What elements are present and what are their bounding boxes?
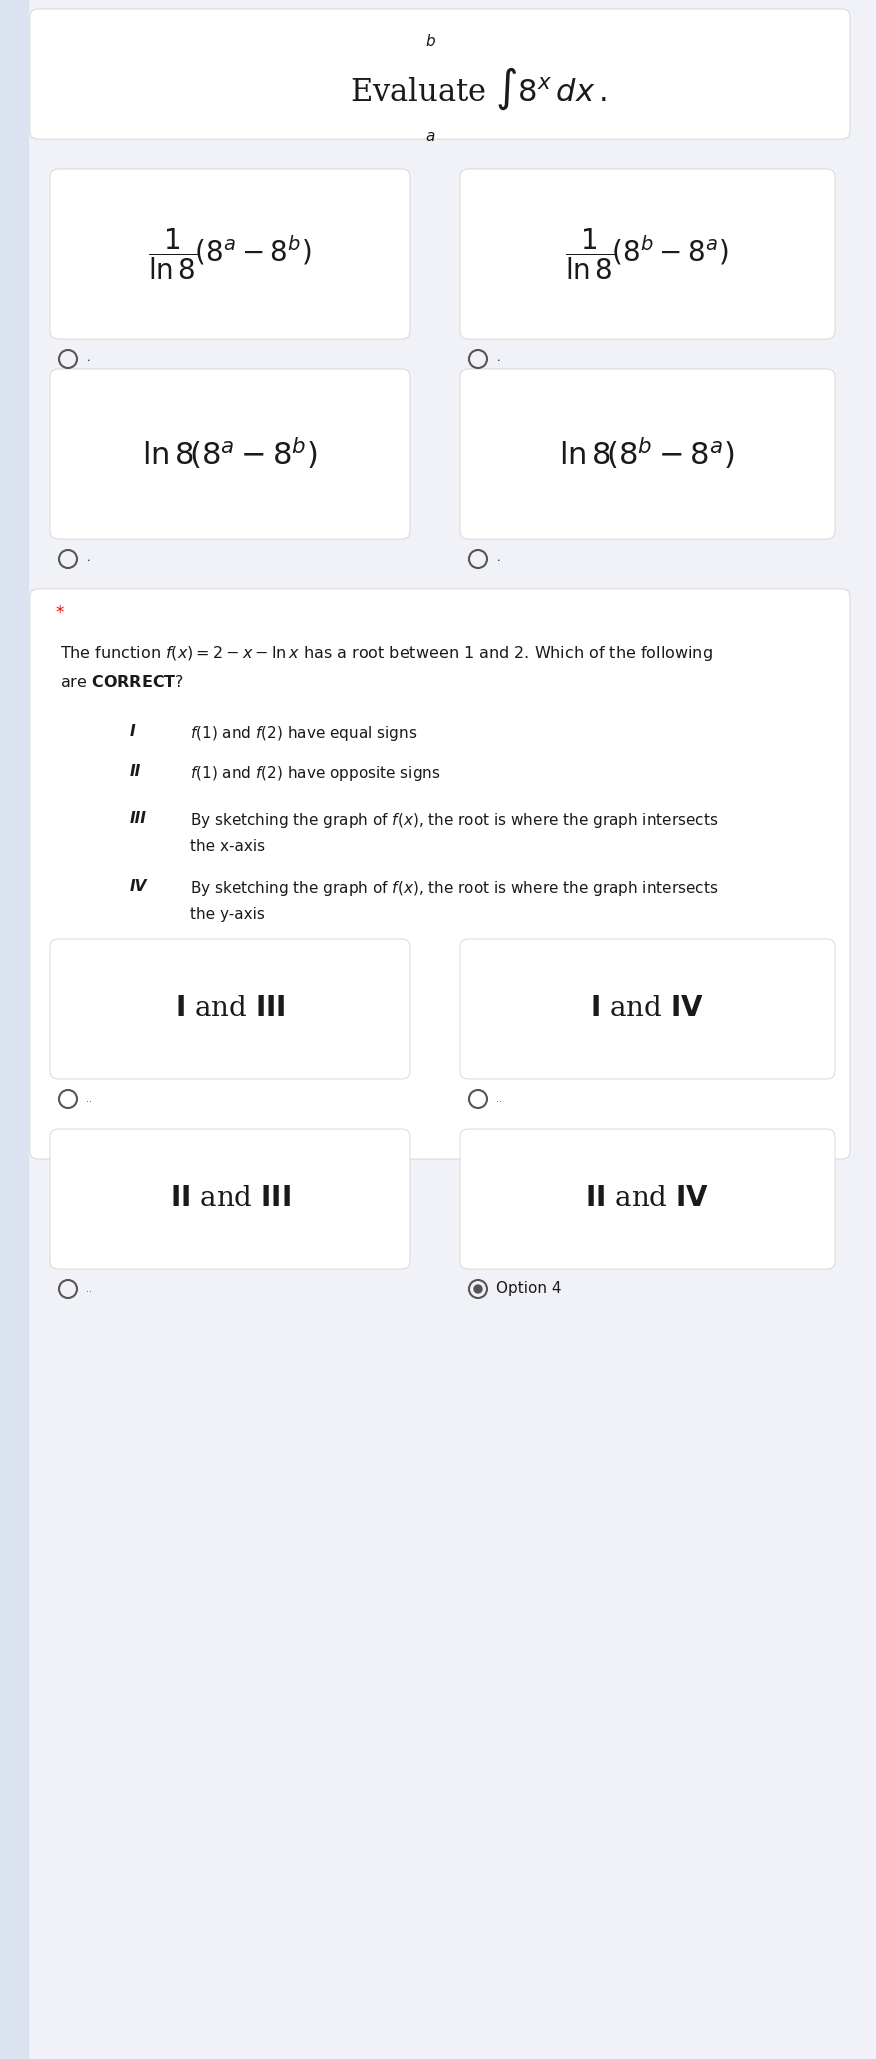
Text: $\cdot$: $\cdot$ [86, 354, 90, 364]
Text: $b$: $b$ [425, 33, 435, 49]
Text: ..: .. [86, 1093, 92, 1104]
Text: $\ln 8\!\left(8^{b}-8^{a}\right)$: $\ln 8\!\left(8^{b}-8^{a}\right)$ [559, 437, 735, 472]
Text: the x-axis: the x-axis [190, 838, 265, 854]
FancyBboxPatch shape [460, 1128, 835, 1268]
Text: By sketching the graph of $f(x)$, the root is where the graph intersects: By sketching the graph of $f(x)$, the ro… [190, 811, 718, 830]
Text: ..: .. [86, 1285, 92, 1293]
Text: $\mathbf{I}$ and $\mathbf{III}$: $\mathbf{I}$ and $\mathbf{III}$ [174, 994, 286, 1023]
FancyBboxPatch shape [460, 169, 835, 340]
FancyBboxPatch shape [50, 169, 410, 340]
Text: $\dfrac{1}{\ln 8}\!\left(8^{b}-8^{a}\right)$: $\dfrac{1}{\ln 8}\!\left(8^{b}-8^{a}\rig… [565, 226, 729, 282]
Text: III: III [130, 811, 147, 826]
Text: IV: IV [130, 879, 147, 894]
Text: I: I [130, 725, 136, 739]
FancyBboxPatch shape [50, 369, 410, 539]
Text: $\cdot$: $\cdot$ [86, 554, 90, 564]
Text: $\mathbf{II}$ and $\mathbf{III}$: $\mathbf{II}$ and $\mathbf{III}$ [170, 1186, 291, 1213]
Text: By sketching the graph of $f(x)$, the root is where the graph intersects: By sketching the graph of $f(x)$, the ro… [190, 879, 718, 898]
Text: ..: .. [496, 1093, 502, 1104]
FancyBboxPatch shape [460, 369, 835, 539]
Text: $f(1)$ and $f(2)$ have opposite signs: $f(1)$ and $f(2)$ have opposite signs [190, 764, 441, 782]
Text: $\dfrac{1}{\ln 8}\!\left(8^{a}-8^{b}\right)$: $\dfrac{1}{\ln 8}\!\left(8^{a}-8^{b}\rig… [148, 226, 312, 282]
Text: Option 4: Option 4 [496, 1281, 562, 1297]
Text: $\ln 8\!\left(8^{a}-8^{b}\right)$: $\ln 8\!\left(8^{a}-8^{b}\right)$ [142, 437, 318, 472]
Text: $\cdot$: $\cdot$ [496, 554, 500, 564]
FancyBboxPatch shape [30, 589, 850, 1159]
Text: $f(1)$ and $f(2)$ have equal signs: $f(1)$ and $f(2)$ have equal signs [190, 725, 417, 743]
Text: the y-axis: the y-axis [190, 908, 265, 922]
Text: The function $f(x)=2-x-\ln x$ has a root between 1 and 2. Which of the following: The function $f(x)=2-x-\ln x$ has a root… [60, 644, 713, 663]
Circle shape [474, 1285, 482, 1293]
Text: $\mathbf{I}$ and $\mathbf{IV}$: $\mathbf{I}$ and $\mathbf{IV}$ [590, 994, 704, 1023]
Text: II: II [130, 764, 141, 778]
FancyBboxPatch shape [50, 1128, 410, 1268]
Text: $a$: $a$ [425, 130, 435, 144]
Text: Evaluate $\int 8^x\,dx\,.$: Evaluate $\int 8^x\,dx\,.$ [350, 66, 606, 113]
Text: $\mathbf{II}$ and $\mathbf{IV}$: $\mathbf{II}$ and $\mathbf{IV}$ [585, 1186, 709, 1213]
FancyBboxPatch shape [50, 939, 410, 1079]
Text: *: * [55, 603, 63, 622]
Text: are $\mathbf{CORRECT}$?: are $\mathbf{CORRECT}$? [60, 673, 184, 690]
FancyBboxPatch shape [30, 8, 850, 140]
Bar [0, 0, 28, 2059]
Text: $\cdot$: $\cdot$ [496, 354, 500, 364]
FancyBboxPatch shape [460, 939, 835, 1079]
